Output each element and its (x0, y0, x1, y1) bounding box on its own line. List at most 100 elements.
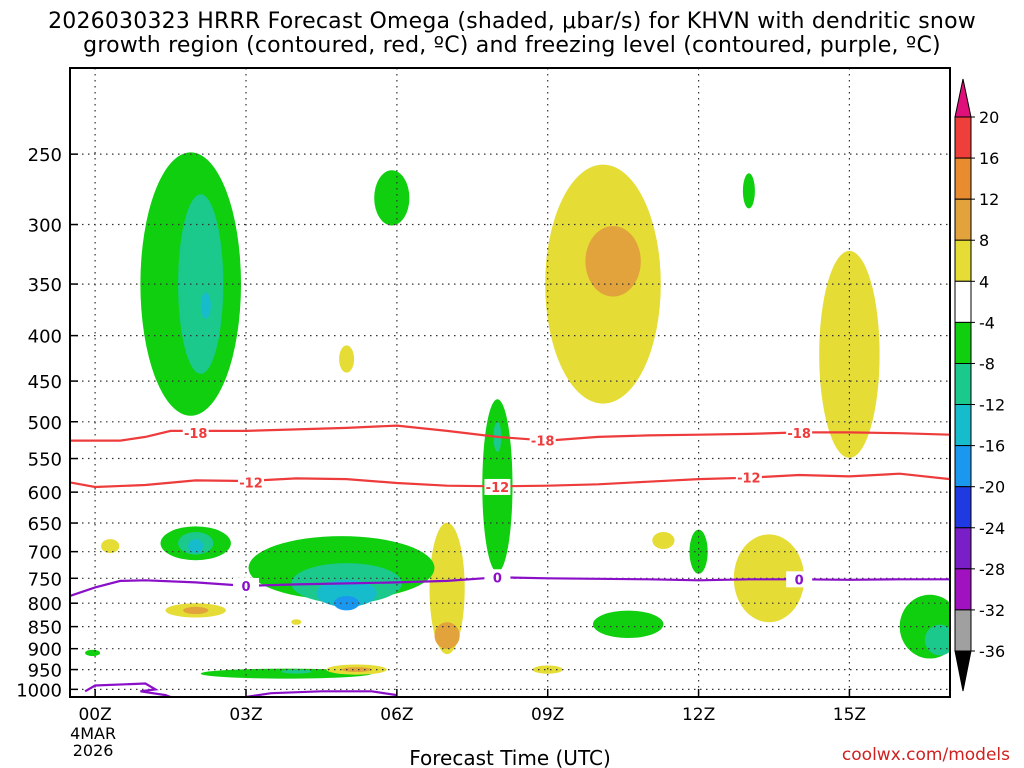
contour-label-bg (529, 432, 556, 449)
colorbar-segment (954, 404, 972, 447)
y-tick-label: 1000 (16, 680, 62, 701)
chart-title-line2: growth region (contoured, red, ºC) and f… (83, 33, 941, 58)
colorbar-bottom-arrow (954, 650, 972, 692)
omega-blob-3 (374, 170, 410, 226)
y-tick-label: 900 (28, 640, 62, 661)
omega-blob-1 (178, 194, 224, 374)
colorbar-segment (954, 116, 972, 159)
omega-blob-35 (85, 649, 101, 657)
contour-label-bg (484, 569, 511, 586)
colorbar-label: -32 (979, 601, 1005, 620)
colorbar-segment (954, 321, 972, 364)
omega-blob-27 (593, 610, 664, 638)
omega-blob-9 (742, 173, 755, 209)
colorbar-segment (954, 568, 972, 611)
colorbar-segment (954, 445, 972, 488)
plot-frame (69, 67, 951, 698)
omega-blob-18 (316, 579, 377, 608)
y-tick-label: 950 (28, 661, 62, 682)
x-tick-year: 2026 (73, 741, 114, 760)
colorbar-segment (954, 198, 972, 241)
contour-label-1-0: -12 (239, 476, 263, 491)
colorbar-label: -16 (979, 437, 1005, 456)
colorbar-label: 8 (979, 231, 989, 250)
omega-blob-26 (532, 665, 563, 674)
contour-3 (84, 682, 171, 697)
credit-link[interactable]: coolwx.com/models (841, 745, 1010, 765)
colorbar-segment (954, 239, 972, 282)
contour-label-2-0: 0 (241, 580, 250, 595)
contour-label-bg (786, 425, 813, 442)
y-axis: 2503003504004505005506006507007508008509… (16, 145, 78, 701)
y-tick-label: 450 (28, 372, 62, 393)
x-tick-label: 03Z (229, 705, 262, 725)
omega-blob-32 (652, 532, 675, 549)
colorbar-segment (954, 486, 972, 529)
colorbar-label: -12 (979, 396, 1005, 415)
contour-label-2-2: 0 (795, 573, 804, 588)
x-tick-label: 12Z (682, 705, 715, 725)
colorbar-label: 4 (979, 272, 989, 291)
contour-labels: -18 -18 -18 -12 -12 -12 0 0 0 (182, 425, 813, 595)
x-tick-label: 15Z (833, 705, 866, 725)
omega-blob-34 (291, 619, 302, 625)
colorbar-segment (954, 363, 972, 406)
omega-blob-11 (429, 522, 465, 655)
contour-label-bg (238, 474, 265, 491)
y-tick-label: 550 (28, 450, 62, 471)
y-tick-label: 800 (28, 594, 62, 615)
colorbar-label: 20 (979, 108, 999, 127)
omega-blob-10 (339, 345, 355, 373)
omega-blob-12 (434, 622, 460, 649)
omega-blob-25 (341, 667, 372, 672)
contour-label-0-2: -18 (787, 427, 811, 442)
y-tick-label: 350 (28, 275, 62, 296)
contour-label-0-0: -18 (184, 427, 208, 442)
y-tick-label: 750 (28, 569, 62, 590)
contour-label-2-1: 0 (493, 571, 502, 586)
colorbar-label: 16 (979, 149, 999, 168)
colorbar-label: -4 (979, 313, 995, 332)
x-tick-date: 4MAR (70, 724, 116, 743)
contour-label-bg (233, 577, 259, 594)
colorbar-label: -24 (979, 519, 1005, 538)
contour-label-1-1: -12 (486, 481, 510, 496)
colorbar-segment (954, 609, 972, 652)
y-tick-label: 400 (28, 327, 62, 348)
colorbar-label: -28 (979, 560, 1005, 579)
y-tick-label: 300 (28, 216, 62, 237)
colorbar: 20 16 12 8 4 -4 -8 -12 -16 -20 -24 -28 -32 -36 (954, 78, 1005, 692)
omega-blob-21 (183, 606, 209, 615)
colorbar-label: -20 (979, 478, 1005, 497)
y-tick-label: 700 (28, 543, 62, 564)
colorbar-label: -8 (979, 355, 995, 374)
x-tick-label: 06Z (380, 705, 413, 725)
x-tick-label: 00Z (78, 705, 111, 725)
x-axis-title: Forecast Time (UTC) (409, 746, 611, 768)
x-tick-label: 09Z (531, 705, 564, 725)
y-tick-label: 650 (28, 514, 62, 535)
contour-label-bg (484, 478, 511, 495)
chart-title-line1: 2026030323 HRRR Forecast Omega (shaded, … (48, 9, 976, 34)
contour-label-bg (182, 425, 209, 442)
colorbar-segment (954, 280, 972, 323)
contour-label-1-2: -12 (737, 472, 761, 487)
omega-blob-31 (924, 624, 950, 656)
contour-label-bg (786, 571, 813, 588)
contour-label-0-1: -18 (531, 435, 555, 450)
omega-blob-33 (101, 539, 120, 554)
colorbar-label: -36 (979, 642, 1005, 661)
y-tick-label: 850 (28, 618, 62, 639)
colorbar-segment (954, 527, 972, 570)
omega-blob-15 (188, 539, 204, 554)
omega-blob-2 (200, 292, 211, 319)
omega-blob-7 (585, 226, 641, 297)
y-tick-label: 250 (28, 145, 62, 166)
y-tick-label: 600 (28, 483, 62, 504)
omega-blob-23 (281, 669, 312, 674)
omega-blob-28 (689, 529, 708, 574)
y-tick-label: 500 (28, 413, 62, 434)
contour-4 (245, 690, 398, 697)
